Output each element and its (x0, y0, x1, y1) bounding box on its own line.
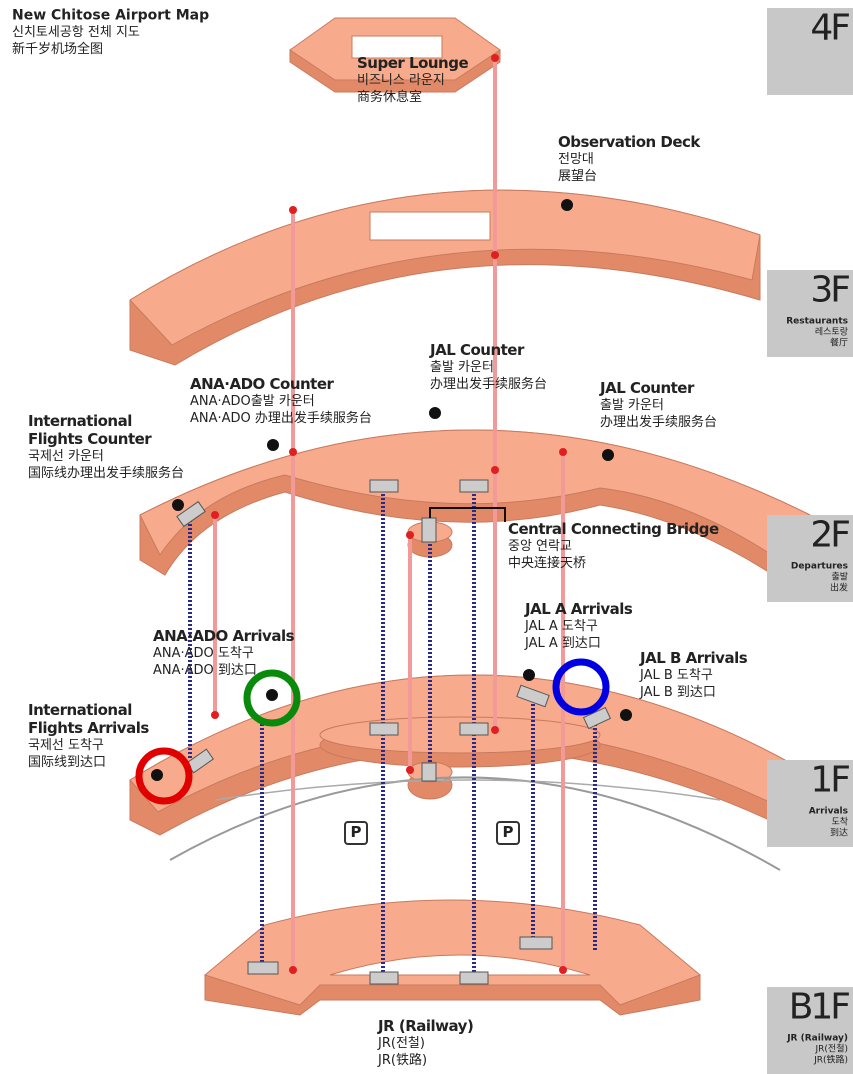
floor-box (767, 8, 853, 95)
location-name: Super Lounge (357, 54, 468, 72)
location-name: Flights Arrivals (28, 719, 149, 737)
floor-level: 3F (810, 270, 849, 311)
map-title: 新千岁机场全图 (12, 41, 103, 57)
location-subtitle: 国际线办理出发手续服务台 (28, 465, 184, 481)
location-subtitle: 전망대 (558, 152, 594, 167)
location-name: International (28, 701, 132, 719)
location-name: JAL A Arrivals (524, 600, 633, 618)
location-name: ANA·ADO Arrivals (153, 627, 295, 645)
floor-subtitle: JR(铁路) (813, 1054, 848, 1066)
location-subtitle: 출발 카운터 (600, 398, 664, 413)
location-name: JAL Counter (429, 341, 525, 359)
location-subtitle: 展望台 (558, 168, 597, 184)
floor-subtitle: Restaurants (786, 317, 848, 327)
floor-box (767, 987, 853, 1074)
location-name: JR (Railway) (377, 1017, 473, 1035)
location-subtitle: JR(전철) (377, 1036, 425, 1051)
parking-box (496, 821, 520, 845)
location-name: JAL B Arrivals (639, 649, 748, 667)
location-subtitle: 国际线到达口 (28, 755, 106, 770)
location-name: Flights Counter (28, 430, 152, 448)
floor-level: 2F (810, 515, 849, 556)
escalator-boxes (176, 479, 612, 985)
location-subtitle: 국제선 카운터 (28, 449, 104, 464)
location-subtitle: 비즈니스 라운지 (357, 73, 445, 88)
location-name: Central Connecting Bridge (508, 520, 719, 538)
floor-subtitle: JR (Railway) (786, 1034, 848, 1044)
elevators (213, 60, 565, 970)
floor-box (767, 515, 853, 602)
location-subtitle: JAL A 到达口 (524, 636, 601, 651)
bridge-pointer (429, 507, 506, 522)
location-subtitle: JAL B 도착구 (639, 668, 713, 683)
floor-box (767, 270, 853, 357)
floor-level: B1F (789, 987, 850, 1028)
location-subtitle: JAL A 도착구 (524, 619, 598, 634)
floor-subtitle: 도착 (831, 817, 848, 828)
location-subtitle: 办理出发手续服务台 (430, 376, 547, 392)
highlights (135, 658, 610, 805)
floor-box (767, 760, 853, 847)
location-name: JAL Counter (599, 379, 695, 397)
location-subtitle: 국제선 도착구 (28, 738, 104, 753)
map-title: 신치토세공항 전체 지도 (12, 25, 140, 40)
location-subtitle: ANA·ADO출발 카운터 (190, 394, 315, 409)
floor-subtitle: Arrivals (809, 807, 848, 817)
location-subtitle: JAL B 到达口 (639, 685, 716, 700)
floor-subtitle: 餐厅 (830, 337, 848, 349)
floor-subtitle: Departures (791, 562, 848, 572)
parking-box (344, 821, 368, 845)
location-name: ANA·ADO Counter (190, 375, 335, 393)
parking-label: P (351, 823, 362, 841)
map-title: New Chitose Airport Map (12, 8, 209, 24)
location-subtitle: ANA·ADO 到达口 (153, 663, 257, 678)
location-subtitle: 중앙 연락교 (508, 539, 572, 554)
location-subtitle: 中央连接天桥 (508, 555, 586, 571)
location-name: International (28, 412, 132, 430)
floor-level: 1F (810, 760, 849, 801)
floor-subtitle: JR(전철) (815, 1044, 849, 1055)
floor-level: 4F (810, 8, 849, 49)
elevator-dots (211, 54, 567, 974)
floor-subtitle: 레스토랑 (815, 326, 848, 338)
location-subtitle: 办理出发手续服务台 (600, 414, 717, 430)
location-subtitle: ANA·ADO 办理出发手续服务台 (190, 410, 372, 426)
location-subtitle: 출발 카운터 (430, 360, 494, 375)
location-subtitle: JR(铁路) (377, 1052, 427, 1068)
location-dots (151, 199, 632, 781)
floor-subtitle: 출발 (831, 572, 848, 583)
floor-subtitle: 出发 (830, 582, 848, 594)
location-name: Observation Deck (558, 133, 701, 151)
location-subtitle: ANA·ADO 도착구 (153, 646, 254, 661)
location-subtitle: 商务休息室 (357, 89, 422, 105)
floor-shapes (129, 17, 821, 1016)
parking-label: P (503, 823, 514, 841)
floor-subtitle: 到达 (830, 827, 848, 839)
